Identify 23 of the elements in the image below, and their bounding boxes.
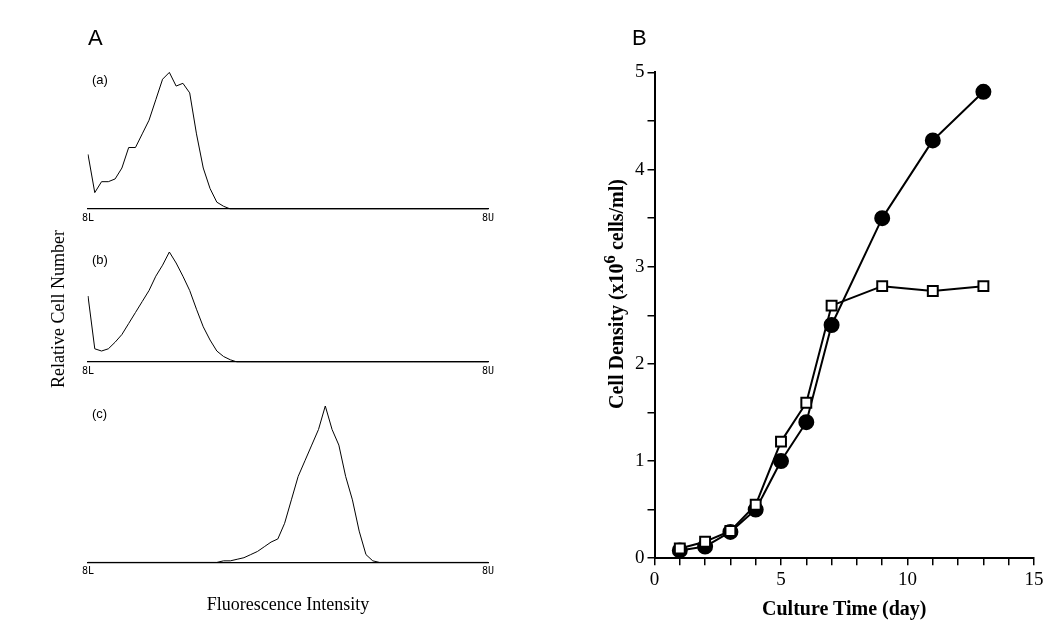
x-tick-label: 8U [481,211,495,223]
x-tick-label: 8L [81,364,95,376]
chart-title: A [88,25,103,51]
y-tick-label: 2 [635,351,645,373]
x-tick-label: 8L [81,564,95,576]
annotation: (c) [92,406,108,422]
y-axis-title: Relative Cell Number [47,230,69,388]
x-tick-label: 5 [776,567,786,589]
x-axis-title: Fluorescence Intensity [206,593,370,614]
y-tick-label: 5 [635,60,645,82]
x-tick-label: 8U [481,564,495,576]
x-tick-label: 8U [481,364,495,376]
y-tick-label: 4 [635,157,645,179]
y-tick-label: 1 [635,449,645,471]
annotation: (b) [92,252,108,268]
chart-title: B [632,25,647,51]
x-tick-label: 15 [1024,567,1044,589]
x-tick-label: 0 [649,567,660,589]
x-tick-label: 10 [898,567,917,589]
x-tick-label: 8L [81,211,95,223]
annotation: (a) [92,72,108,88]
x-axis-title: Culture Time (day) [762,597,927,621]
y-tick-label: 3 [635,254,645,276]
